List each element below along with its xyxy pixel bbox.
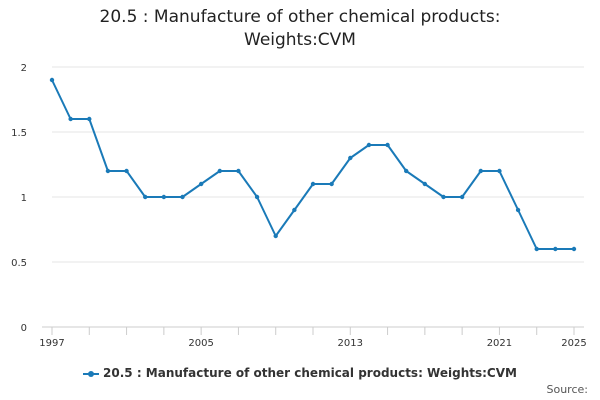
chart-title: 20.5 : Manufacture of other chemical pro… [0, 6, 600, 52]
y-tick-label: 1.5 [11, 128, 27, 139]
data-point [292, 207, 297, 213]
data-point [478, 168, 483, 174]
data-point [441, 194, 446, 200]
data-point [49, 77, 55, 83]
data-point [553, 246, 558, 252]
data-point [366, 142, 372, 148]
data-point [198, 181, 204, 187]
data-point [404, 168, 409, 174]
data-point [422, 181, 428, 187]
data-point [571, 246, 577, 252]
chart-title-line-1: 20.5 : Manufacture of other chemical pro… [99, 7, 501, 27]
data-point [459, 194, 465, 200]
data-point [236, 168, 241, 174]
y-tick-label: 0.5 [11, 258, 27, 269]
y-tick-label: 1 [21, 193, 27, 204]
x-tick-label: 1997 [39, 338, 64, 349]
data-point [68, 116, 73, 122]
data-point [515, 207, 521, 213]
x-tick-label: 2005 [188, 338, 213, 349]
data-point [273, 233, 278, 239]
y-tick-label: 0 [21, 323, 27, 334]
data-point [497, 168, 502, 174]
data-point [534, 246, 539, 252]
data-point [254, 194, 260, 200]
legend[interactable]: 20.5 : Manufacture of other chemical pro… [0, 366, 600, 380]
y-tick-label: 2 [21, 63, 27, 74]
data-point [385, 142, 390, 148]
data-point [310, 181, 316, 187]
chart-title-line-2: Weights:CVM [244, 30, 356, 50]
x-tick-label: 2021 [487, 338, 512, 349]
data-point [180, 194, 185, 200]
data-point [348, 155, 353, 161]
data-point [217, 168, 222, 174]
x-tick-label: 2013 [338, 338, 363, 349]
data-point [329, 181, 334, 187]
data-point [124, 168, 129, 174]
x-tick-label: 2025 [561, 338, 586, 349]
data-point [161, 194, 167, 200]
data-point [143, 194, 148, 200]
source-label: Source: [546, 383, 589, 396]
legend-series-label: 20.5 : Manufacture of other chemical pro… [103, 366, 517, 380]
data-point [105, 168, 111, 174]
series-line [51, 79, 574, 250]
data-point [87, 116, 92, 122]
legend-series-marker-icon [83, 369, 100, 379]
